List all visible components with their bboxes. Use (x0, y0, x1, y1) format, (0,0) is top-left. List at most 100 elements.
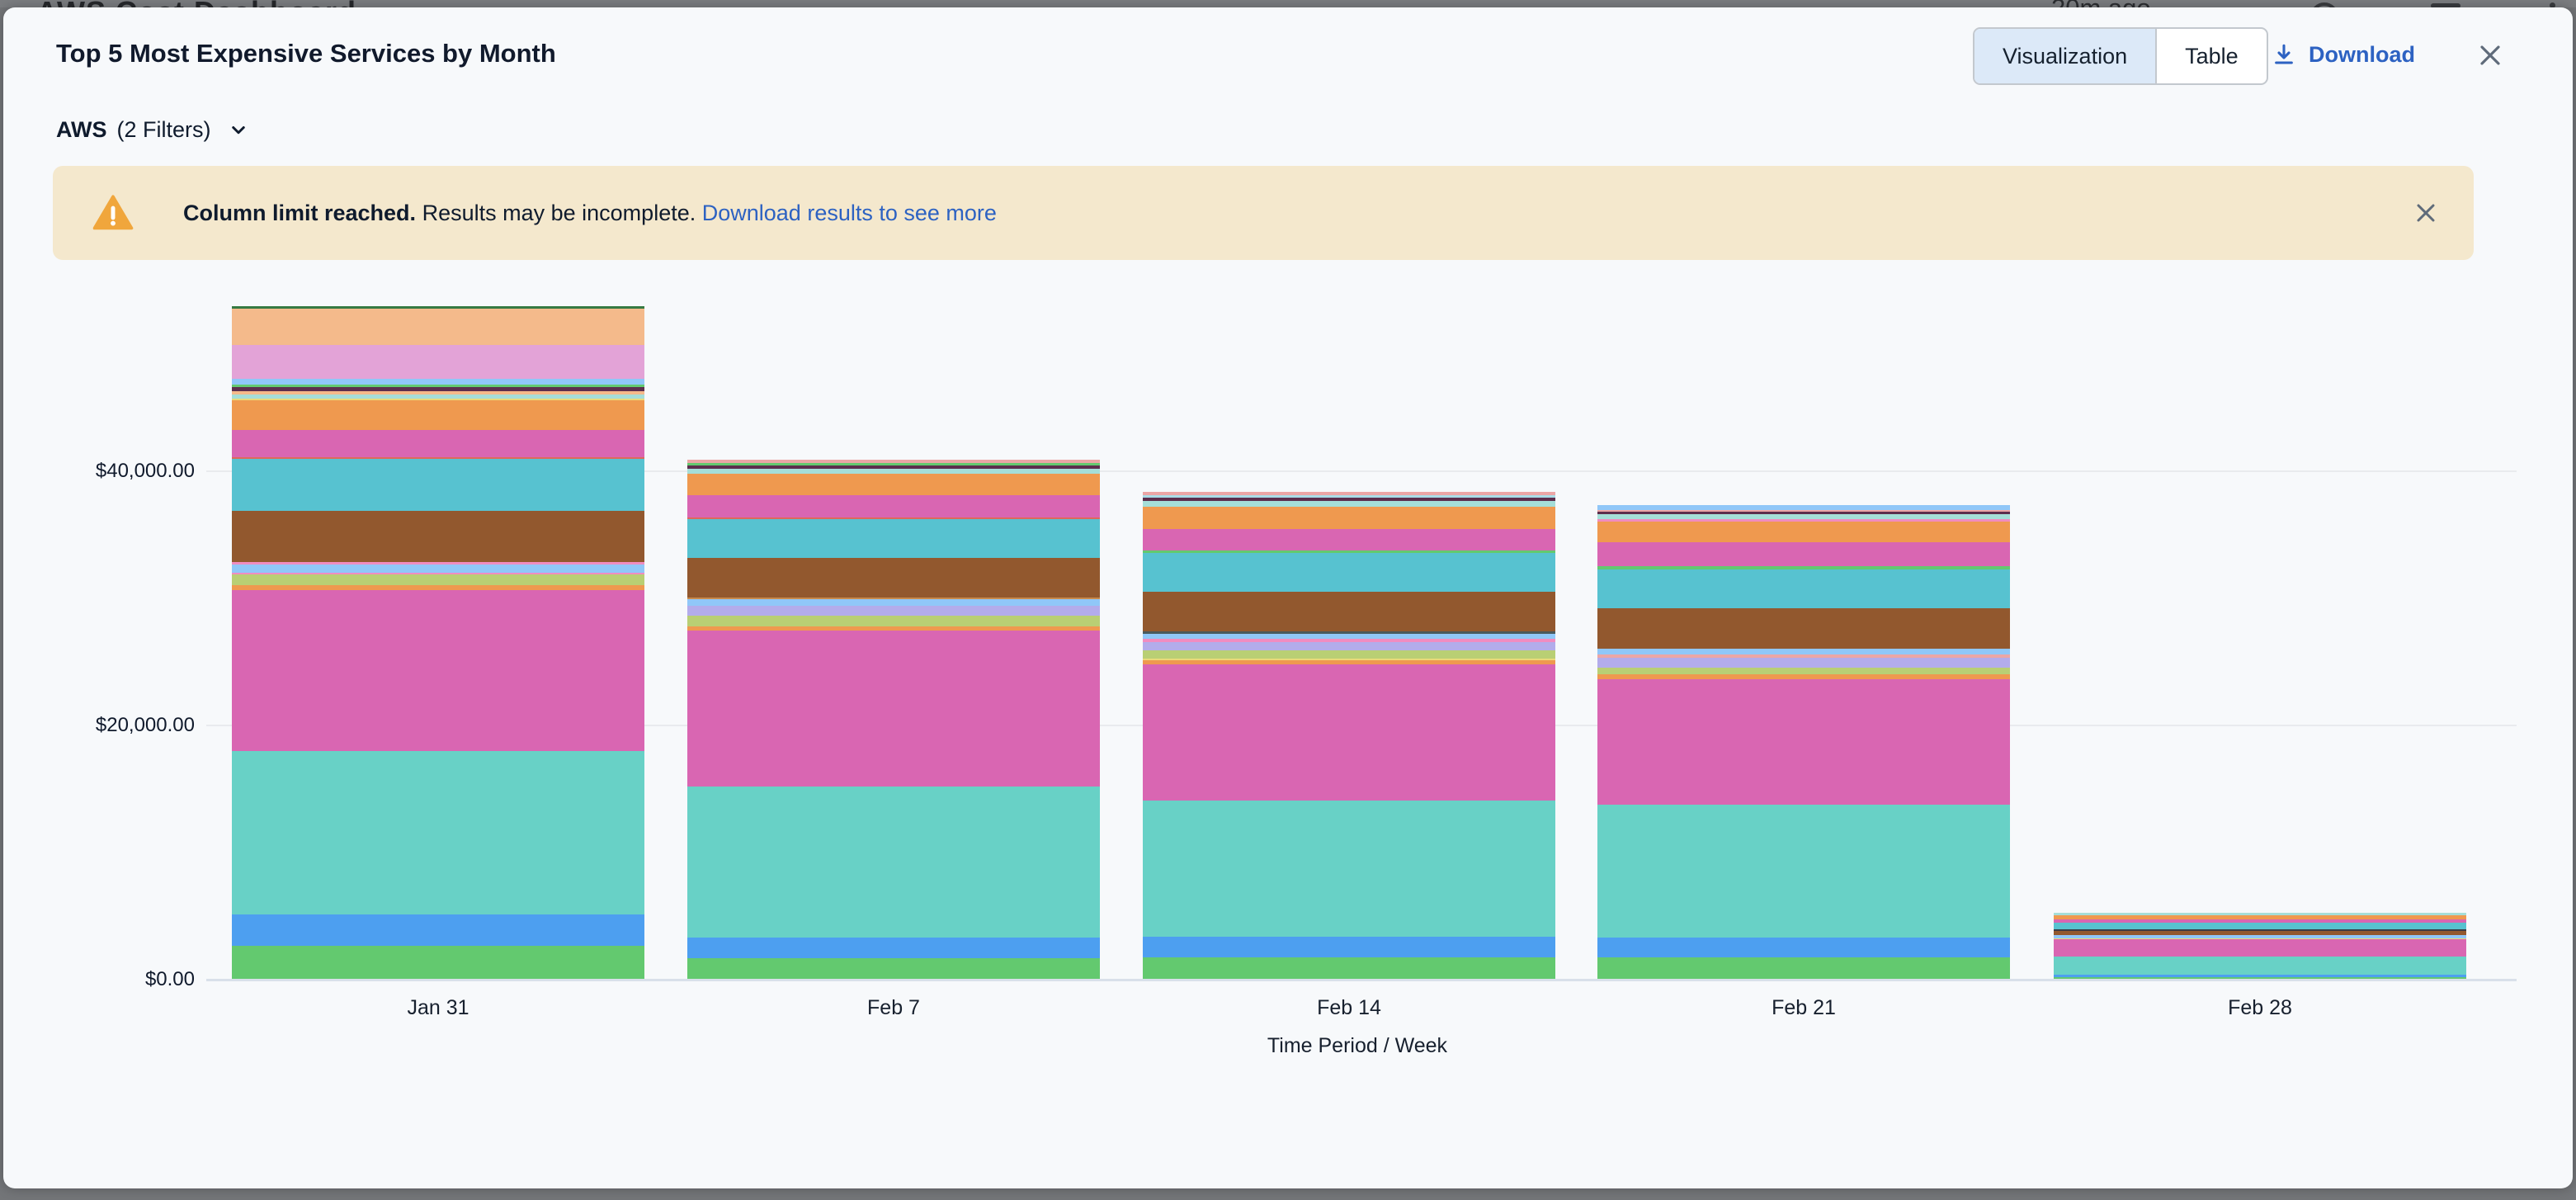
bar-segment-brown[interactable] (1143, 591, 1555, 631)
bar-segment-pink[interactable] (1597, 519, 2010, 522)
bar-segment-magenta[interactable] (2054, 939, 2466, 957)
bar-segment-lavender[interactable] (1143, 641, 1555, 650)
download-results-link[interactable]: Download results to see more (701, 200, 997, 225)
bar-segment-mint[interactable] (687, 469, 1100, 475)
bar-segment-maroon[interactable] (232, 387, 644, 392)
bar-segment-blue[interactable] (1143, 937, 1555, 957)
bar-segment-orange[interactable] (1597, 673, 2010, 679)
bar-segment-green[interactable] (1597, 565, 2010, 569)
tab-table[interactable]: Table (2155, 29, 2267, 83)
bar-segment-maroon[interactable] (1597, 512, 2010, 515)
bar-segment-orange[interactable] (1143, 506, 1555, 529)
bar-segment-brown[interactable] (1597, 607, 2010, 649)
bar-segment-magenta[interactable] (1143, 664, 1555, 801)
bar-segment-brown[interactable] (687, 558, 1100, 598)
bar-segment-green[interactable] (1143, 550, 1555, 553)
bar-segment-yellow_green[interactable] (1143, 650, 1555, 659)
bar-segment-coral[interactable] (232, 456, 644, 459)
bar-segment-green[interactable] (687, 958, 1100, 979)
bar-segment-tan[interactable] (687, 598, 1100, 600)
bar-segment-brown[interactable] (2054, 931, 2466, 936)
bar-segment-mint[interactable] (1143, 500, 1555, 507)
bar-segment-magenta[interactable] (1597, 542, 2010, 566)
bar-segment-orange[interactable] (1143, 659, 1555, 664)
bar-segment-teal[interactable] (1143, 800, 1555, 938)
bar-segment-green[interactable] (1143, 957, 1555, 979)
download-button[interactable]: Download (2271, 27, 2415, 82)
bar-segment-orange[interactable] (687, 474, 1100, 496)
bar-segment-coral[interactable] (687, 517, 1100, 520)
bar-segment-light_blue[interactable] (687, 599, 1100, 607)
bar-segment-blue[interactable] (1597, 937, 2010, 957)
bar-segment-yellow[interactable] (232, 399, 644, 400)
bar-segment-teal[interactable] (687, 787, 1100, 938)
bar-segment-lavender[interactable] (1597, 657, 2010, 668)
bar-segment-pink[interactable] (232, 561, 644, 565)
bar-segment-light_blue[interactable] (232, 564, 644, 573)
bar-segment-magenta[interactable] (687, 495, 1100, 518)
bar-segment-teal[interactable] (2054, 956, 2466, 975)
close-button[interactable] (2474, 39, 2507, 72)
bar-segment-yellow[interactable] (2054, 938, 2466, 940)
bar-segment-orange[interactable] (232, 584, 644, 590)
bar-segment-cyan[interactable] (2054, 923, 2466, 930)
bar-segment-peach[interactable] (232, 391, 644, 395)
bar-segment-lavender[interactable] (687, 606, 1100, 617)
bar-segment-light_blue[interactable] (1597, 648, 2010, 654)
bar-segment-teal[interactable] (232, 750, 644, 914)
bar-segment-blue[interactable] (232, 914, 644, 946)
bar-segment-orange[interactable] (232, 399, 644, 430)
bar-segment-cyan[interactable] (1143, 552, 1555, 592)
bar-segment-green[interactable] (2054, 977, 2466, 979)
bar-segment-green[interactable] (687, 463, 1100, 466)
bar-segment-pink[interactable] (232, 572, 644, 574)
bar-segment-orange[interactable] (2054, 915, 2466, 920)
bar-segment-light_blue[interactable] (1597, 505, 2010, 511)
bar-segment-salmon[interactable] (1143, 491, 1555, 495)
bar-segment-magenta[interactable] (1143, 528, 1555, 550)
bar-segment-peach[interactable] (232, 309, 644, 346)
bar-segment-maroon[interactable] (687, 465, 1100, 470)
bar-segment-light_blue[interactable] (232, 379, 644, 385)
bar-segment-orange[interactable] (1597, 522, 2010, 543)
bar-segment-orchid[interactable] (232, 345, 644, 380)
bar-segment-light_blue[interactable] (1143, 633, 1555, 639)
bar-segment-light_cyan[interactable] (1143, 494, 1555, 498)
bar-segment-salmon[interactable] (1597, 510, 2010, 513)
bar-segment-pink[interactable] (1143, 638, 1555, 642)
bar-segment-blue[interactable] (687, 938, 1100, 959)
bar-segment-cyan[interactable] (687, 519, 1100, 559)
bar-segment-cyan[interactable] (1597, 569, 2010, 608)
bar-segment-magenta[interactable] (687, 631, 1100, 787)
filter-dropdown[interactable]: AWS (2 Filters) (56, 111, 251, 148)
bar-segment-brown[interactable] (232, 510, 644, 562)
bar-segment-salmon[interactable] (687, 460, 1100, 464)
bar-segment-yellow_green[interactable] (687, 616, 1100, 627)
bar-segment-green[interactable] (1597, 957, 2010, 979)
bar-segment-light_blue[interactable] (2054, 935, 2466, 939)
bar-segment-magenta[interactable] (232, 429, 644, 457)
bar-segment-dark_green[interactable] (232, 306, 644, 309)
y-axis-tick-label: $20,000.00 (95, 714, 195, 736)
bar-segment-yellow_green[interactable] (1597, 667, 2010, 674)
bar-segment-salmon[interactable] (1597, 654, 2010, 658)
bar-segment-green[interactable] (232, 385, 644, 388)
bar-segment-mint[interactable] (1597, 514, 2010, 520)
bar-segment-green[interactable] (232, 945, 644, 979)
bar-segment-teal[interactable] (1597, 804, 2010, 938)
bar-segment-slate[interactable] (1143, 631, 1555, 634)
bar-segment-magenta[interactable] (232, 589, 644, 751)
bar-segment-yellow[interactable] (1143, 658, 1555, 660)
banner-dismiss-button[interactable] (2411, 198, 2441, 228)
bar-segment-maroon[interactable] (1143, 497, 1555, 501)
bar-segment-mint[interactable] (232, 394, 644, 399)
bar-segment-mint[interactable] (2054, 913, 2466, 916)
tab-visualization[interactable]: Visualization (1974, 29, 2156, 83)
bar-segment-orange[interactable] (687, 626, 1100, 631)
bar-segment-magenta[interactable] (1597, 678, 2010, 805)
bar-segment-dark[interactable] (2054, 929, 2466, 932)
bar-segment-cyan[interactable] (232, 458, 644, 511)
bar-segment-yellow_green[interactable] (232, 574, 644, 585)
bar-segment-blue[interactable] (2054, 975, 2466, 977)
bar-segment-magenta[interactable] (2054, 919, 2466, 924)
